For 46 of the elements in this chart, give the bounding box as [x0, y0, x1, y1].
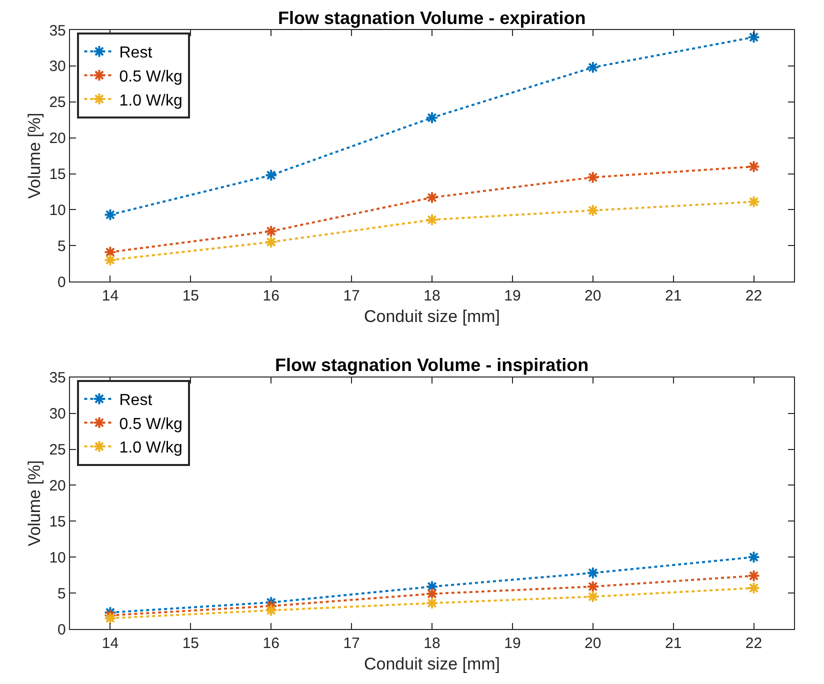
- y-tick-label: 20: [49, 130, 66, 148]
- y-axis-title: Volume [%]: [24, 112, 44, 199]
- legend-label: 1.0 W/kg: [119, 92, 182, 110]
- x-tick-label: 17: [343, 635, 360, 652]
- x-tick-label: 20: [584, 635, 602, 652]
- x-tick-label: 15: [182, 635, 200, 652]
- chart-title: Flow stagnation Volume - inspiration: [275, 355, 589, 375]
- x-tick-label: 21: [664, 635, 682, 652]
- legend-label: 0.5 W/kg: [119, 416, 182, 433]
- x-tick-label: 15: [182, 288, 200, 305]
- y-tick-label: 35: [49, 22, 66, 40]
- y-tick-label: 15: [49, 513, 66, 530]
- y-tick-label: 0: [58, 274, 66, 291]
- y-tick-label: 15: [49, 166, 66, 184]
- x-tick-label: 19: [504, 635, 521, 652]
- y-tick-label: 25: [49, 442, 66, 459]
- x-tick-label: 14: [102, 288, 119, 305]
- y-tick-label: 10: [49, 549, 66, 566]
- legend-label: 0.5 W/kg: [119, 68, 182, 86]
- y-tick-label: 30: [49, 58, 66, 76]
- x-tick-label: 17: [343, 288, 360, 305]
- x-axis-title: Conduit size [mm]: [364, 307, 500, 326]
- y-tick-label: 25: [49, 94, 66, 112]
- legend-label: 1.0 W/kg: [119, 440, 182, 457]
- legend-label: Rest: [119, 392, 153, 410]
- x-tick-label: 19: [504, 288, 521, 305]
- chart-title: Flow stagnation Volume - expiration: [278, 8, 586, 28]
- y-tick-label: 20: [49, 477, 66, 494]
- y-tick-label: 5: [58, 238, 66, 255]
- x-tick-label: 21: [664, 288, 682, 305]
- x-axis-title: Conduit size [mm]: [364, 654, 500, 674]
- x-tick-label: 14: [102, 635, 119, 652]
- y-axis-title: Volume [%]: [24, 460, 44, 546]
- y-tick-label: 35: [49, 370, 66, 387]
- y-tick-label: 0: [58, 621, 66, 638]
- y-tick-label: 30: [49, 406, 66, 423]
- x-tick-label: 18: [424, 635, 440, 652]
- x-tick-label: 22: [745, 288, 762, 305]
- y-tick-label: 10: [49, 202, 66, 219]
- x-tick-label: 22: [745, 635, 762, 652]
- y-tick-label: 5: [58, 585, 66, 602]
- legend-label: Rest: [119, 44, 153, 62]
- x-tick-label: 16: [262, 288, 280, 305]
- x-tick-label: 16: [262, 635, 280, 652]
- x-tick-label: 18: [424, 288, 440, 305]
- x-tick-label: 20: [584, 288, 602, 305]
